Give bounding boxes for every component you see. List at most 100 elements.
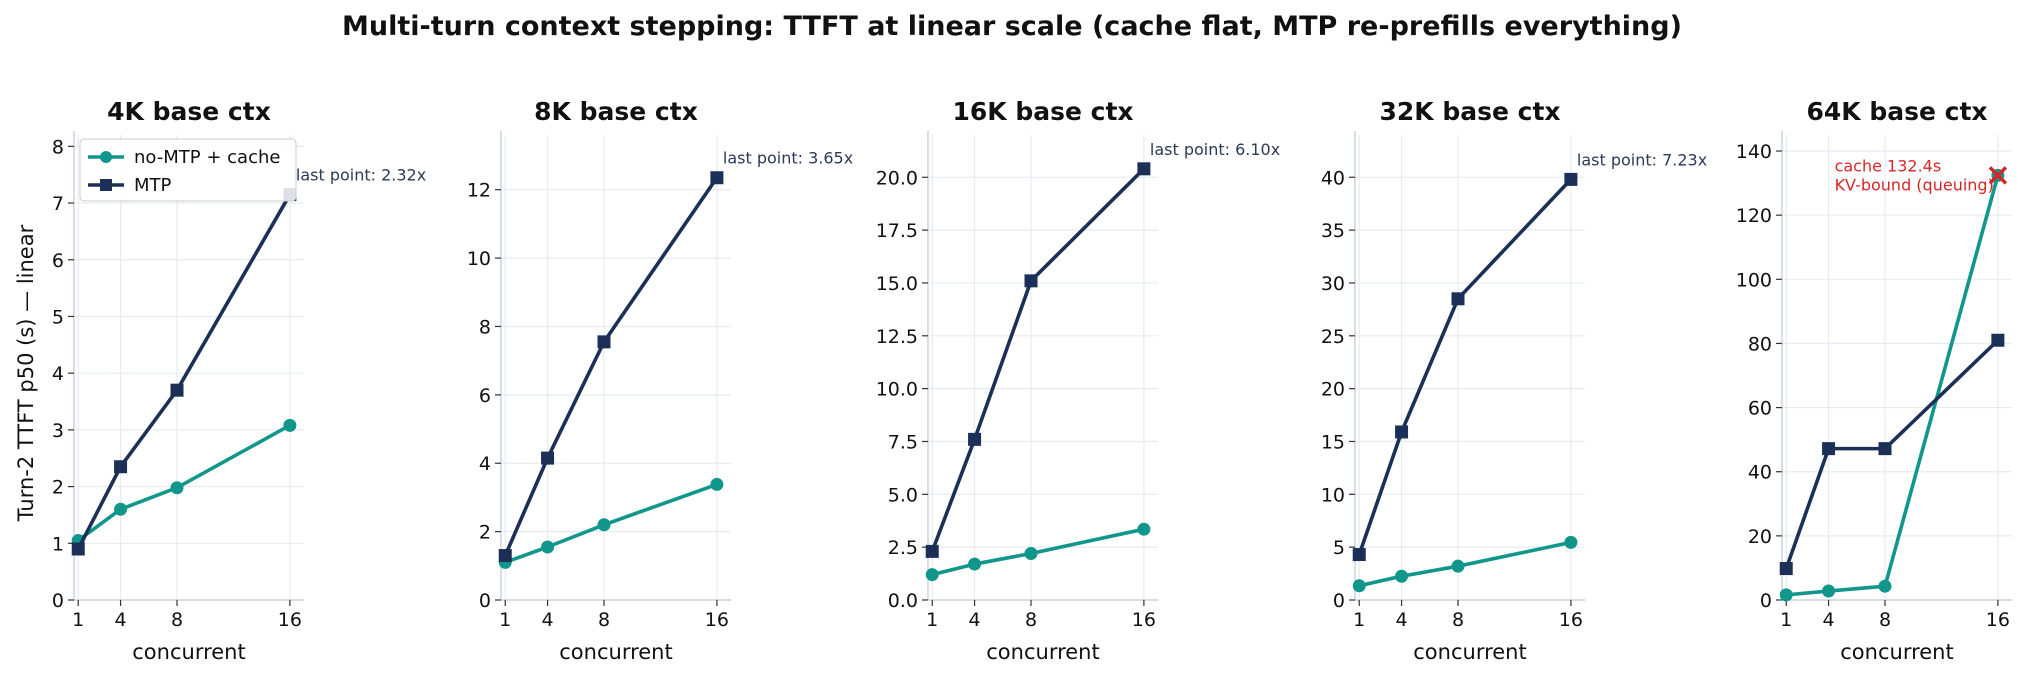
series-line-cache xyxy=(1786,174,2000,597)
y-tick-label: 0 xyxy=(1333,590,1345,612)
data-point-mtp xyxy=(1878,442,1892,456)
y-tick-label: 40 xyxy=(1321,167,1345,189)
x-tick-label: 8 xyxy=(1025,609,1037,631)
y-tick-label: 35 xyxy=(1321,220,1345,242)
y-tick-label: 60 xyxy=(1748,398,1772,420)
warning-x-marker xyxy=(1988,166,2008,185)
panel-title: 16K base ctx xyxy=(952,97,1133,126)
data-point-cache xyxy=(1137,522,1151,536)
data-point-cache xyxy=(1451,559,1465,573)
y-tick-label: 15 xyxy=(1321,431,1345,453)
x-tick-label: 4 xyxy=(115,609,127,631)
y-tick-label: 10 xyxy=(1321,484,1345,506)
data-point-cache xyxy=(541,540,555,554)
data-point-cache xyxy=(283,418,297,432)
x-axis-label: concurrent xyxy=(986,640,1099,664)
y-tick-label: 20 xyxy=(1321,379,1345,401)
panel-title: 8K base ctx xyxy=(534,97,698,126)
annotation-text: KV-bound (queuing) xyxy=(1835,175,1994,194)
y-tick-label: 6 xyxy=(479,385,491,407)
legend-marker xyxy=(100,179,112,191)
data-point-mtp xyxy=(968,432,982,446)
data-point-mtp xyxy=(597,335,611,349)
figure-title: Multi-turn context stepping: TTFT at lin… xyxy=(342,11,1682,42)
y-tick-label: 140 xyxy=(1736,141,1772,163)
data-point-cache xyxy=(1822,584,1836,598)
x-axis-label: concurrent xyxy=(559,640,672,664)
data-point-cache xyxy=(1779,588,1793,602)
y-tick-label: 12.5 xyxy=(876,326,918,348)
series-line-cache xyxy=(1358,540,1572,588)
x-axis-label: concurrent xyxy=(1413,640,1526,664)
x-tick-label: 4 xyxy=(1823,609,1835,631)
data-point-cache xyxy=(1024,547,1038,560)
data-point-mtp xyxy=(1352,548,1366,562)
data-point-mtp xyxy=(1822,442,1836,456)
x-tick-label: 16 xyxy=(1559,609,1583,631)
y-tick-label: 100 xyxy=(1736,269,1772,291)
legend-marker xyxy=(100,151,112,163)
data-point-mtp xyxy=(1395,425,1409,439)
y-tick-label: 3 xyxy=(52,420,64,442)
data-point-mtp xyxy=(114,460,128,474)
data-point-mtp xyxy=(925,544,939,558)
data-point-mtp xyxy=(710,171,724,185)
y-tick-label: 0 xyxy=(52,590,64,612)
x-tick-label: 8 xyxy=(1879,609,1891,631)
y-tick-label: 15.0 xyxy=(876,273,918,295)
x-tick-label: 4 xyxy=(969,609,981,631)
data-point-mtp xyxy=(1451,292,1465,306)
y-tick-label: 25 xyxy=(1321,326,1345,348)
y-tick-label: 20 xyxy=(1748,526,1772,548)
annotation-text: last point: 6.10x xyxy=(1150,140,1280,159)
y-tick-label: 120 xyxy=(1736,205,1772,227)
y-tick-label: 40 xyxy=(1748,462,1772,484)
x-tick-label: 1 xyxy=(1353,609,1365,631)
y-tick-label: 10.0 xyxy=(876,379,918,401)
data-point-mtp xyxy=(1564,172,1578,186)
data-point-mtp xyxy=(1991,333,2005,347)
panel-4: 32K base ctx 0 5 10 15 20 25 30 35 40 1 4 8 16 concurr… xyxy=(1321,97,1707,664)
x-tick-label: 1 xyxy=(499,609,511,631)
data-point-cache xyxy=(1352,579,1366,593)
data-point-mtp xyxy=(498,549,512,563)
data-point-mtp xyxy=(1779,562,1793,576)
y-tick-label: 17.5 xyxy=(876,220,918,242)
y-tick-label: 7.5 xyxy=(888,431,918,453)
data-point-mtp xyxy=(1024,274,1038,288)
y-tick-label: 8 xyxy=(479,316,491,338)
data-point-mtp xyxy=(1137,162,1151,176)
y-tick-label: 2 xyxy=(479,522,491,544)
x-tick-label: 4 xyxy=(1396,609,1408,631)
y-tick-label: 80 xyxy=(1748,333,1772,355)
y-tick-label: 5 xyxy=(52,306,64,328)
x-tick-label: 8 xyxy=(598,609,610,631)
data-point-cache xyxy=(925,568,939,582)
y-tick-label: 10 xyxy=(467,248,491,270)
y-tick-label: 4 xyxy=(479,453,491,475)
x-tick-label: 1 xyxy=(1780,609,1792,631)
y-tick-label: 1 xyxy=(52,533,64,555)
data-point-mtp xyxy=(541,451,555,465)
data-point-cache xyxy=(1878,579,1892,593)
y-tick-label: 12 xyxy=(467,180,491,202)
series-line-cache xyxy=(931,527,1145,577)
y-tick-label: 30 xyxy=(1321,273,1345,295)
annotation-text: last point: 3.65x xyxy=(723,149,853,168)
x-axis-label: concurrent xyxy=(132,640,245,664)
y-tick-label: 8 xyxy=(52,136,64,158)
data-point-mtp xyxy=(71,542,85,556)
series-line-mtp xyxy=(1357,178,1573,556)
x-tick-label: 16 xyxy=(1132,609,1156,631)
data-point-cache xyxy=(968,557,982,571)
series-line-cache xyxy=(504,482,718,565)
y-tick-label: 2 xyxy=(52,477,64,499)
annotation-text: last point: 2.32x xyxy=(296,166,426,185)
y-tick-label: 5 xyxy=(1333,537,1345,559)
x-tick-label: 1 xyxy=(72,609,84,631)
series-line-mtp xyxy=(930,167,1146,553)
series-line-mtp xyxy=(76,193,292,550)
